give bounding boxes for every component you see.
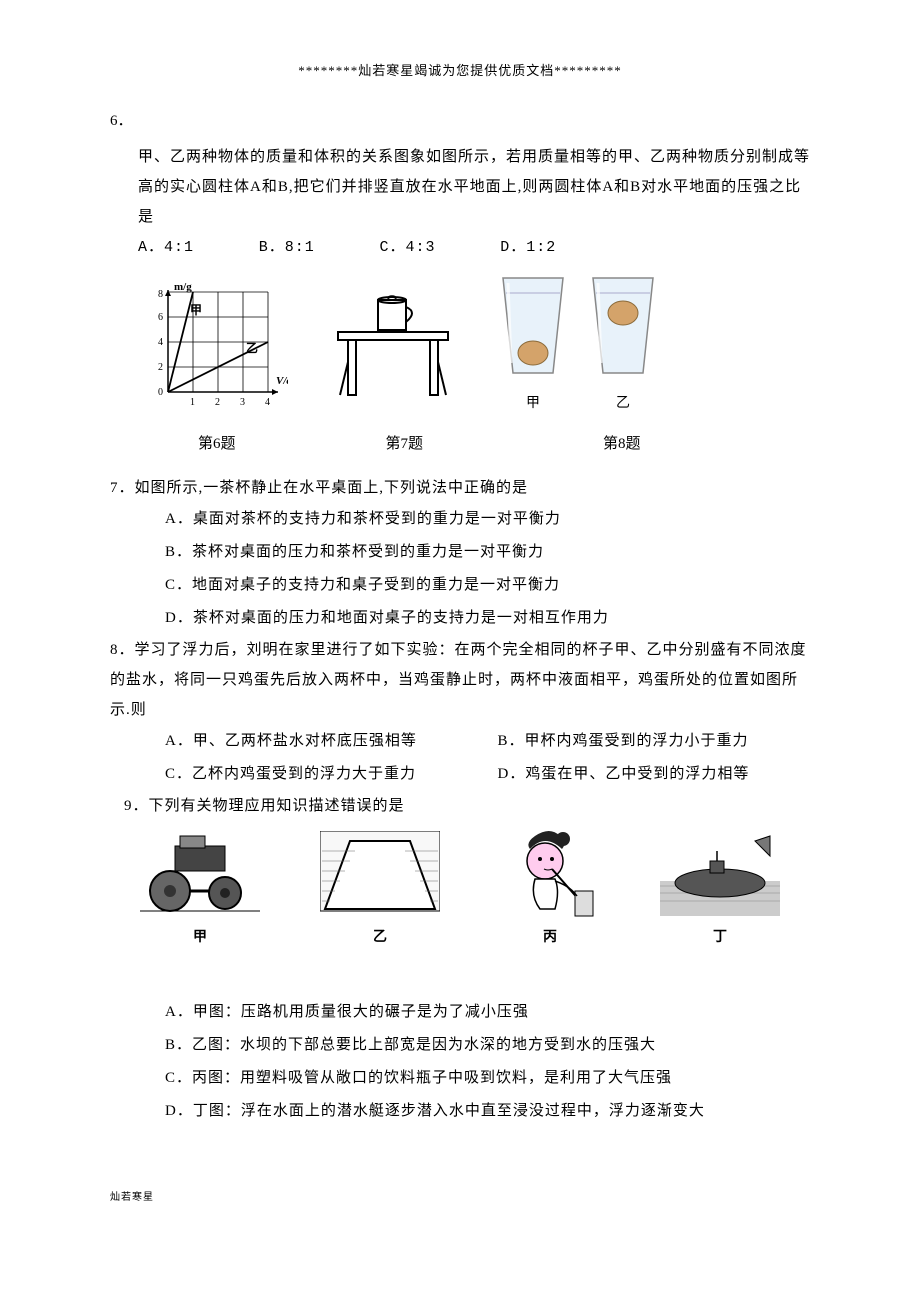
q6-option-b: B．8:1	[259, 233, 315, 263]
q9-option-c: C．丙图：用塑料吸管从敞口的饮料瓶子中吸到饮料，是利用了大气压强	[165, 1062, 810, 1095]
svg-text:4: 4	[265, 397, 270, 408]
submarine-icon	[660, 831, 780, 921]
page-header: ********灿若寒星竭诚为您提供优质文档*********	[110, 60, 810, 79]
q9-label-d: 丁	[660, 926, 780, 946]
svg-text:甲: 甲	[190, 303, 202, 317]
q6-option-a: A．4:1	[138, 233, 194, 263]
svg-text:2: 2	[158, 362, 163, 373]
glass-jia-icon	[498, 273, 568, 383]
q6-number: 6．	[110, 109, 810, 130]
q6-text: 甲、乙两种物体的质量和体积的关系图象如图所示，若用质量相等的甲、乙两种物质分别制…	[138, 142, 810, 232]
q7-option-b: B．茶杯对桌面的压力和茶杯受到的重力是一对平衡力	[165, 536, 810, 569]
q7-option-d: D．茶杯对桌面的压力和地面对桌子的支持力是一对相互作用力	[165, 602, 810, 635]
svg-text:V/cm³: V/cm³	[276, 375, 288, 387]
dam-icon	[320, 831, 440, 921]
q9-img-d: 丁	[660, 831, 780, 946]
q9-line: 9．下列有关物理应用知识描述错误的是	[124, 791, 810, 821]
q8-figure: 甲 乙	[498, 273, 658, 412]
q9-label-a: 甲	[140, 926, 260, 946]
q8-option-c: C．乙杯内鸡蛋受到的浮力大于重力	[165, 758, 478, 791]
glass-jia-label: 甲	[498, 392, 568, 412]
q9-img-c: 丙	[500, 831, 600, 946]
svg-text:m/g: m/g	[174, 282, 192, 293]
q8-line: 8．学习了浮力后，刘明在家里进行了如下实验：在两个完全相同的杯子甲、乙中分别盛有…	[110, 635, 810, 725]
q9-option-d: D．丁图：浮在水面上的潜水艇逐步潜入水中直至浸没过程中，浮力逐渐变大	[165, 1095, 810, 1128]
page-footer: 灿若寒星	[110, 1188, 810, 1203]
q6-option-d: D．1:2	[500, 233, 556, 263]
q9-img-b: 乙	[320, 831, 440, 946]
svg-text:4: 4	[158, 337, 163, 348]
q9-img-a: 甲	[140, 831, 260, 946]
q6-graph: m/g V/cm³ 甲 乙 0 2 4 6 8 1 2 3 4	[138, 282, 288, 412]
glass-yi-icon	[588, 273, 658, 383]
page: ********灿若寒星竭诚为您提供优质文档********* 6． 甲、乙两种…	[0, 0, 920, 1243]
q9-option-b: B．乙图：水坝的下部总要比上部宽是因为水深的地方受到水的压强大	[165, 1029, 810, 1062]
svg-text:3: 3	[240, 397, 245, 408]
svg-text:乙: 乙	[246, 341, 258, 355]
svg-text:0: 0	[158, 387, 163, 398]
svg-text:2: 2	[215, 397, 220, 408]
q8-option-a: A．甲、乙两杯盐水对杯底压强相等	[165, 725, 478, 758]
q8-option-d: D．鸡蛋在甲、乙中受到的浮力相等	[498, 758, 811, 791]
q9-label-b: 乙	[320, 926, 440, 946]
q7-option-c: C．地面对桌子的支持力和桌子受到的重力是一对平衡力	[165, 569, 810, 602]
q7-line: 7．如图所示,一茶杯静止在水平桌面上,下列说法中正确的是	[110, 473, 810, 503]
svg-text:8: 8	[158, 289, 163, 300]
q8-option-b: B．甲杯内鸡蛋受到的浮力小于重力	[498, 725, 811, 758]
q7-option-a: A．桌面对茶杯的支持力和茶杯受到的重力是一对平衡力	[165, 503, 810, 536]
roller-icon	[140, 831, 260, 921]
q6-options: A．4:1 B．8:1 C．4:3 D．1:2	[138, 232, 810, 263]
fig-label-7: 第7题	[386, 432, 424, 453]
fig-label-6: 第6题	[198, 432, 236, 453]
figure-labels-row: 第6题 第7题 第8题	[138, 432, 810, 453]
q8-options: A．甲、乙两杯盐水对杯底压强相等 B．甲杯内鸡蛋受到的浮力小于重力 C．乙杯内鸡…	[165, 725, 810, 791]
svg-text:1: 1	[190, 397, 195, 408]
girl-straw-icon	[500, 831, 600, 921]
q6-option-c: C．4:3	[380, 233, 436, 263]
glass-yi-label: 乙	[588, 392, 658, 412]
q7-figure	[318, 292, 468, 412]
fig-label-8: 第8题	[603, 432, 641, 453]
q9-option-a: A．甲图：压路机用质量很大的碾子是为了减小压强	[165, 996, 810, 1029]
q9-label-c: 丙	[500, 926, 600, 946]
figure-row-1: m/g V/cm³ 甲 乙 0 2 4 6 8 1 2 3 4	[138, 273, 810, 412]
q9-images: 甲 乙	[140, 831, 780, 946]
svg-text:6: 6	[158, 312, 163, 323]
